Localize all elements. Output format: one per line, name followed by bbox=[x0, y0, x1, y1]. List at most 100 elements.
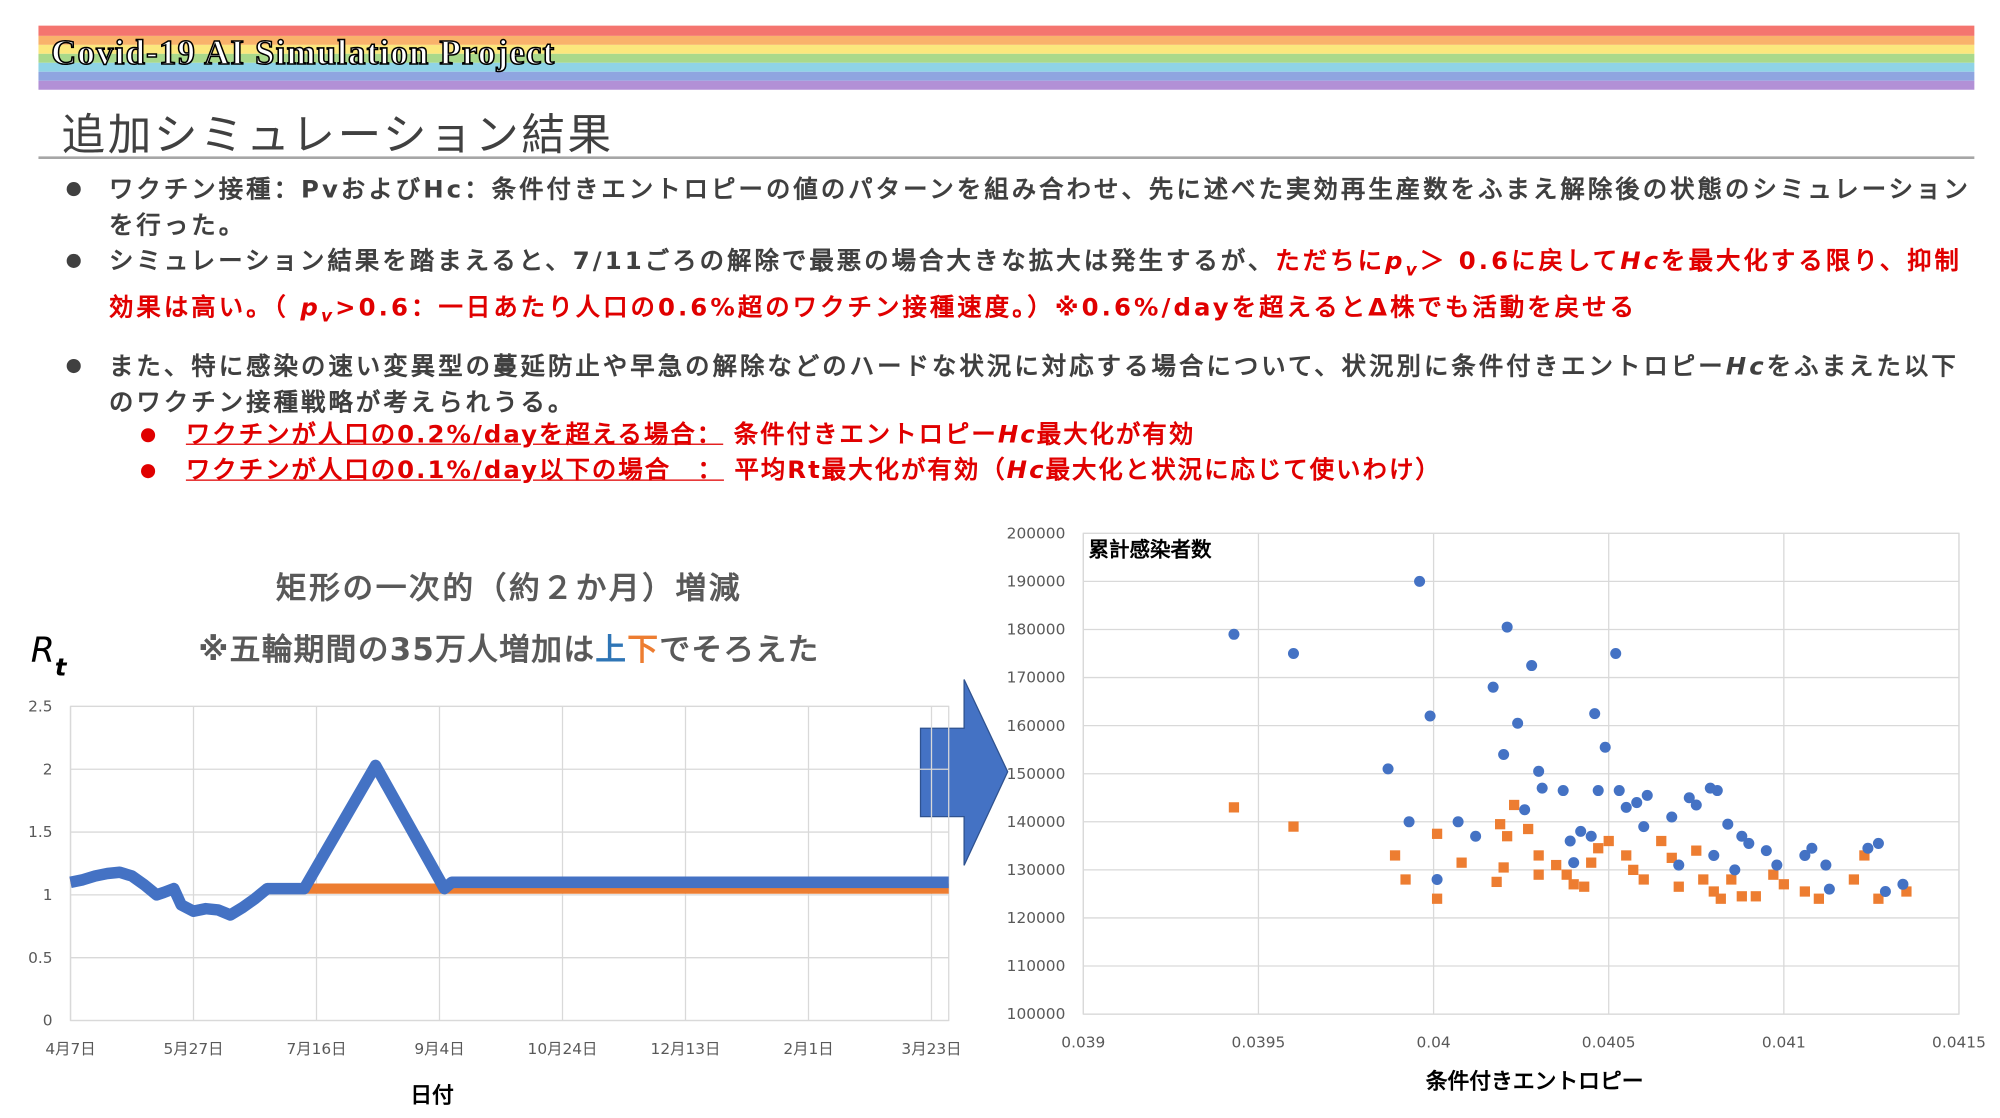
point bbox=[1620, 801, 1632, 813]
plot-area bbox=[69, 705, 950, 1022]
point bbox=[1631, 797, 1643, 809]
point bbox=[1666, 852, 1677, 863]
point bbox=[1599, 741, 1611, 753]
series-line bbox=[69, 759, 949, 921]
x-tick-label: 0.04 bbox=[1416, 1033, 1450, 1051]
point bbox=[1498, 748, 1510, 760]
bullet-dot bbox=[141, 428, 156, 443]
point bbox=[1536, 782, 1548, 794]
x-tick-label: 0.039 bbox=[1061, 1033, 1105, 1051]
x-tick-label: 4月7日 bbox=[45, 1040, 95, 1058]
point bbox=[1768, 869, 1779, 880]
point bbox=[1708, 886, 1719, 897]
point bbox=[1750, 891, 1761, 902]
arrow bbox=[919, 679, 1009, 866]
point bbox=[1533, 765, 1545, 777]
point bbox=[1491, 876, 1502, 888]
point bbox=[1673, 859, 1685, 871]
bullet-dot bbox=[66, 253, 81, 268]
point bbox=[1501, 621, 1513, 633]
y-tick-label: 120000 bbox=[1007, 909, 1066, 927]
point bbox=[1722, 818, 1734, 830]
x-tick-label: 2月1日 bbox=[783, 1040, 833, 1058]
y-tick-label: 130000 bbox=[1007, 861, 1066, 879]
sub-bullet-text: ワクチンが人口の0.2%/dayを超える場合： 条件付きエントロピーHc最大化が… bbox=[186, 417, 1981, 453]
text-run: p bbox=[300, 293, 321, 322]
point bbox=[1628, 864, 1639, 875]
point bbox=[1389, 850, 1401, 861]
point bbox=[1424, 710, 1436, 722]
x-tick-label: 0.0395 bbox=[1232, 1033, 1286, 1051]
bullet-text: ワクチン接種：PvおよびHc：条件付きエントロピーの値のパターンを組み合わせ、先… bbox=[109, 172, 1981, 244]
point bbox=[1431, 893, 1443, 904]
point bbox=[1557, 785, 1569, 797]
point bbox=[1382, 763, 1394, 775]
point bbox=[1403, 816, 1415, 828]
y-tick-label: 140000 bbox=[1007, 813, 1066, 831]
text-run: ワクチン接種：PvおよびHc：条件付きエントロピーの値のパターンを組み合わせ、先… bbox=[108, 175, 1971, 240]
text-run: ＞ 0.6に戻して bbox=[1419, 247, 1621, 276]
text-run: 平均Rt最大化が有効（ bbox=[723, 456, 1007, 485]
text-run: Hc bbox=[1006, 456, 1046, 485]
point bbox=[1673, 881, 1684, 892]
point bbox=[1533, 850, 1544, 861]
point bbox=[1656, 835, 1667, 847]
text-run: Hc bbox=[1620, 247, 1662, 276]
bullet-dot bbox=[66, 182, 81, 197]
text-run: 条件付きエントロピー bbox=[723, 420, 998, 449]
point bbox=[1743, 837, 1755, 849]
charts: 0 0.5 1 1.5 2 2.5 4月7日 5月27日 7月16日 9月4日 10月24日 12月1… bbox=[28, 524, 1986, 1108]
point bbox=[1495, 819, 1506, 830]
point bbox=[1456, 857, 1467, 868]
point bbox=[1862, 842, 1874, 854]
point bbox=[1287, 648, 1299, 660]
text-run: でそろえた bbox=[659, 632, 819, 668]
point bbox=[1502, 831, 1513, 842]
bullet-text: また、特に感染の速い変異型の蔓延防止や早急の解除などのハードな状況に対応する場合… bbox=[109, 349, 1981, 421]
x-tick-label: 0.0415 bbox=[1932, 1033, 1986, 1051]
text-run: 最大化と状況に応じて使いわけ） bbox=[1045, 456, 1442, 485]
y-tick-label: 170000 bbox=[1007, 669, 1066, 687]
text-run: ワクチンが人口の0.1%/day以下の場合 ： bbox=[185, 456, 724, 485]
point bbox=[1431, 873, 1443, 885]
point bbox=[1533, 869, 1544, 880]
point bbox=[1509, 799, 1520, 811]
point bbox=[1879, 885, 1891, 898]
point bbox=[1613, 785, 1625, 797]
point bbox=[1585, 830, 1597, 842]
point bbox=[1848, 874, 1860, 885]
point bbox=[1638, 874, 1649, 885]
x-axis-label: 条件付きエントロピー bbox=[1425, 1068, 1644, 1094]
point bbox=[1897, 878, 1909, 890]
point bbox=[1711, 785, 1723, 797]
sub-bullet-text: ワクチンが人口の0.1%/day以下の場合 ： 平均Rt最大化が有効（Hc最大化… bbox=[186, 453, 1981, 489]
point bbox=[1228, 802, 1240, 813]
point bbox=[1561, 869, 1572, 880]
point bbox=[1564, 835, 1576, 847]
point bbox=[1452, 816, 1464, 828]
point bbox=[1288, 821, 1299, 832]
banner-title: Covid-19 AI Simulation Project bbox=[51, 33, 556, 73]
text-run: を最大化する限り、抑制効果は高い。（ bbox=[108, 247, 1962, 322]
chart-subtitle: ※五輪期間の35万人増加は上下でそろえた bbox=[198, 632, 819, 668]
y-tick-label: 2.5 bbox=[28, 698, 52, 716]
bullet-dot bbox=[66, 358, 81, 374]
point bbox=[1431, 828, 1443, 839]
point bbox=[1778, 879, 1789, 890]
point bbox=[1729, 864, 1741, 876]
point bbox=[1414, 575, 1426, 587]
text-run: 下 bbox=[627, 632, 659, 668]
point bbox=[1519, 804, 1531, 816]
y-tick-label: 110000 bbox=[1007, 957, 1066, 975]
point bbox=[1799, 849, 1811, 861]
point bbox=[1859, 850, 1870, 861]
y-tick-label: 1.5 bbox=[28, 823, 52, 841]
x-axis-label: 日付 bbox=[410, 1084, 454, 1109]
text-run: をふまえた以下のワクチン接種戦略が考えられうる。 bbox=[108, 352, 1959, 417]
rainbow-band bbox=[38, 25, 1975, 90]
text-run: ※五輪期間の35万人増加は bbox=[198, 632, 595, 668]
point bbox=[1641, 789, 1653, 801]
x-tick-label: 3月23日 bbox=[901, 1040, 961, 1058]
text-run: 上 bbox=[595, 632, 627, 668]
